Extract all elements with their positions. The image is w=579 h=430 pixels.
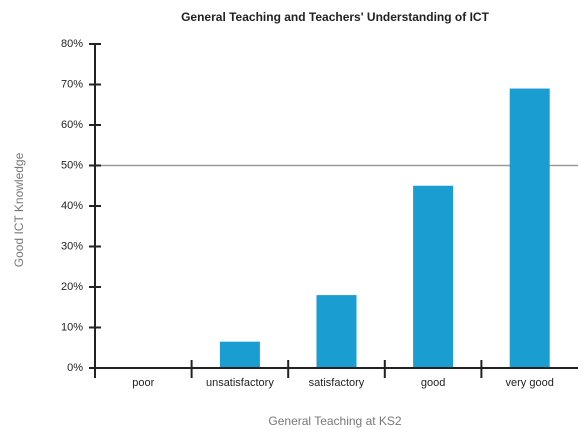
x-tick-label: satisfactory: [309, 377, 365, 389]
y-tick-label: 40%: [61, 200, 83, 212]
x-tick-label: unsatisfactory: [206, 377, 274, 389]
bar: [413, 185, 454, 368]
x-tick-label: poor: [132, 377, 154, 389]
x-axis-title: General Teaching at KS2: [268, 414, 402, 428]
y-tick-label: 0%: [67, 362, 83, 374]
y-tick-label: 10%: [61, 321, 83, 333]
x-tick-label: good: [421, 377, 445, 389]
bar: [509, 88, 550, 369]
y-tick-label: 20%: [61, 281, 83, 293]
y-tick-label: 70%: [61, 78, 83, 90]
y-tick-label: 80%: [61, 38, 83, 50]
chart-title: General Teaching and Teachers' Understan…: [181, 10, 489, 24]
x-tick-label: very good: [506, 377, 554, 389]
bar: [316, 295, 357, 368]
y-tick-label: 60%: [61, 119, 83, 131]
y-tick-label: 30%: [61, 240, 83, 252]
y-axis-title: Good ICT Knowledge: [12, 152, 26, 267]
y-tick-label: 50%: [61, 159, 83, 171]
bar: [219, 341, 260, 368]
